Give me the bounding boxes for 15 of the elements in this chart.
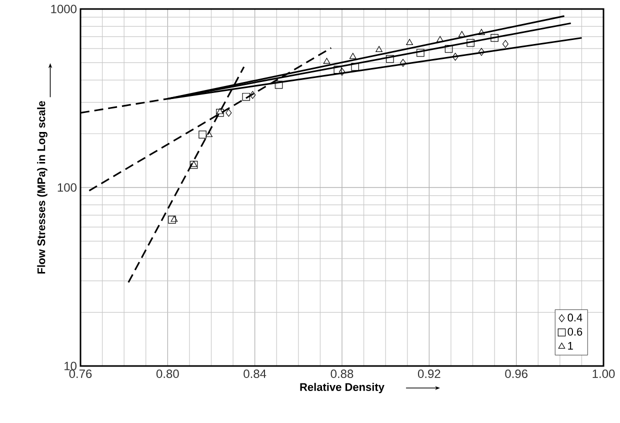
y-tick-label: 1000 bbox=[51, 4, 76, 14]
legend-label: 0.6 bbox=[568, 328, 582, 336]
y-axis-title: Flow Stresses (MPa) in Log scale bbox=[37, 101, 48, 274]
legend-label: 0.4 bbox=[568, 314, 582, 322]
x-tick-label: 0.76 bbox=[69, 370, 92, 378]
x-tick-label: 0.96 bbox=[505, 370, 528, 378]
y-tick-label: 100 bbox=[58, 183, 76, 192]
x-tick-label: 1.00 bbox=[592, 370, 615, 378]
legend-label: 1 bbox=[568, 342, 573, 350]
x-tick-label: 0.88 bbox=[330, 370, 354, 378]
x-axis-title: Relative Density bbox=[300, 382, 384, 394]
x-tick-label: 0.84 bbox=[244, 370, 266, 378]
x-tick-label: 0.80 bbox=[156, 370, 179, 378]
y-tick-label: 10 bbox=[64, 362, 77, 370]
x-tick-label: 0.92 bbox=[418, 370, 440, 378]
